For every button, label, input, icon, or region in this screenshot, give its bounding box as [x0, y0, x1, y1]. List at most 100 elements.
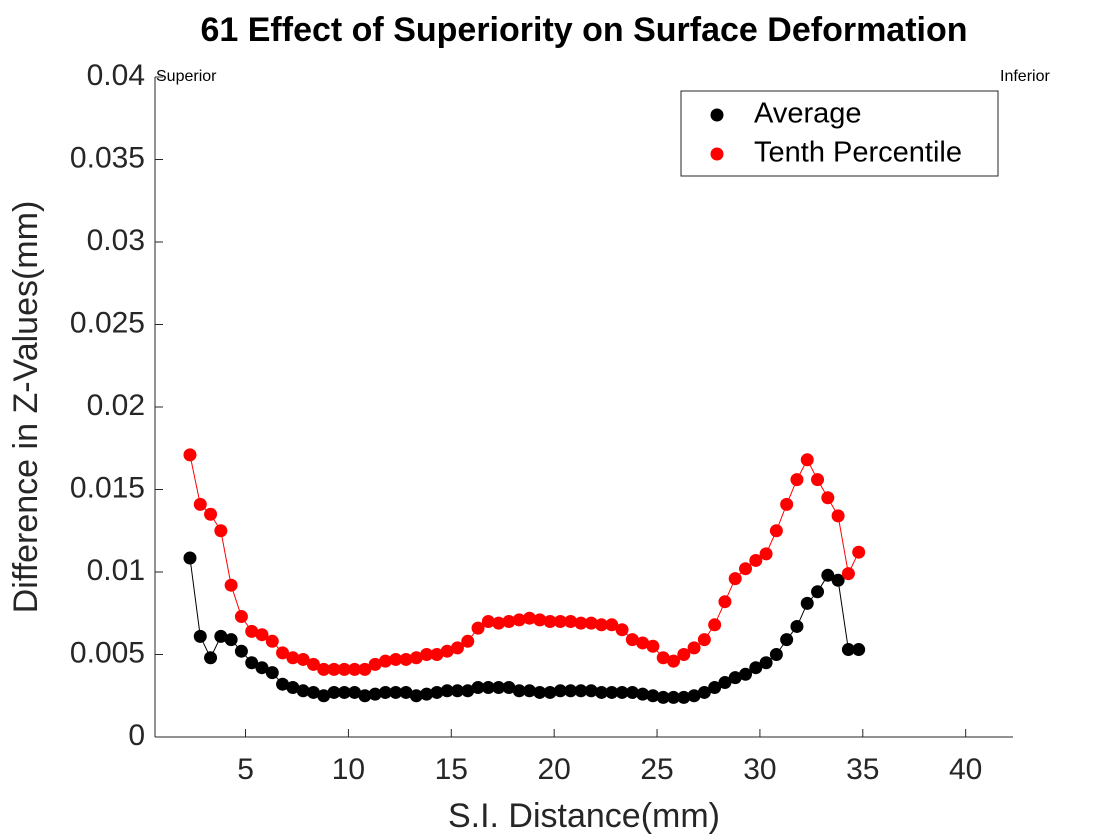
legend-marker: [710, 147, 724, 161]
data-point: [471, 621, 485, 635]
data-point: [399, 652, 413, 666]
data-point: [790, 473, 804, 487]
data-point: [636, 636, 650, 650]
data-point: [461, 634, 475, 648]
y-tick-label: 0.035: [70, 141, 145, 174]
data-point: [553, 684, 567, 698]
data-point: [378, 654, 392, 668]
data-point: [214, 524, 228, 538]
data-point: [646, 689, 660, 703]
data-point: [502, 681, 516, 694]
data-point: [193, 497, 207, 511]
x-axis-label: S.I. Distance(mm): [448, 797, 720, 835]
data-point: [800, 453, 814, 467]
data-point: [276, 677, 290, 691]
x-tick-label: 15: [435, 753, 468, 786]
data-point: [646, 639, 660, 653]
data-point: [358, 662, 372, 676]
data-point: [245, 656, 259, 670]
data-point: [594, 685, 608, 699]
data-point: [296, 652, 310, 666]
x-tick-label: 35: [846, 753, 879, 786]
data-point: [522, 611, 536, 625]
data-point: [687, 641, 701, 655]
y-tick-label: 0: [128, 719, 145, 752]
data-point: [327, 662, 341, 676]
chart-title: 61 Effect of Superiority on Surface Defo…: [200, 11, 967, 49]
y-tick-label: 0.02: [87, 389, 145, 422]
data-point: [852, 643, 866, 657]
data-point: [831, 573, 845, 587]
data-point: [317, 662, 331, 676]
data-point: [255, 661, 269, 675]
data-point: [769, 524, 783, 538]
data-point: [255, 628, 269, 642]
data-point: [481, 615, 495, 628]
data-point: [790, 619, 804, 633]
data-point: [420, 687, 434, 701]
data-point: [656, 690, 670, 704]
data-point: [821, 491, 835, 505]
x-tick-label: 10: [332, 753, 365, 786]
data-point: [769, 648, 783, 661]
x-tick-label: 30: [743, 753, 776, 786]
y-tick-label: 0.03: [87, 224, 145, 257]
data-point: [831, 509, 845, 523]
data-point: [492, 616, 506, 630]
data-point: [368, 657, 382, 671]
x-tick-label: 5: [237, 753, 254, 786]
data-point: [286, 681, 300, 694]
data-point: [317, 689, 331, 703]
data-point: [625, 633, 639, 647]
data-point: [728, 671, 742, 685]
data-point: [409, 651, 423, 665]
data-point: [543, 615, 557, 628]
annotation: Superior: [156, 68, 217, 85]
data-point: [636, 687, 650, 701]
data-point: [718, 595, 732, 609]
data-point: [821, 568, 835, 582]
data-point: [584, 684, 598, 698]
data-point: [780, 633, 794, 647]
y-axis-label: Difference in Z-Values(mm): [7, 201, 45, 614]
data-point: [512, 684, 526, 698]
y-tick-label: 0.01: [87, 554, 145, 587]
data-point: [193, 629, 207, 643]
data-point: [502, 615, 516, 628]
data-point: [276, 646, 290, 660]
data-point: [327, 685, 341, 699]
data-point: [697, 633, 711, 647]
data-point: [739, 562, 753, 576]
data-point: [811, 585, 825, 599]
x-tick-label: 20: [537, 753, 570, 786]
data-point: [492, 681, 506, 694]
data-point: [625, 685, 639, 699]
data-point: [265, 634, 279, 648]
data-point: [605, 618, 619, 632]
data-point: [615, 623, 629, 637]
data-point: [481, 681, 495, 694]
data-point: [708, 681, 722, 694]
data-point: [368, 687, 382, 701]
data-point: [811, 473, 825, 487]
data-point: [389, 652, 403, 666]
data-point: [214, 629, 228, 643]
data-point: [533, 685, 547, 699]
data-point: [265, 666, 279, 680]
legend-box: [680, 90, 999, 177]
series-line: [189, 557, 859, 698]
data-point: [224, 578, 238, 592]
data-point: [553, 615, 567, 628]
data-point: [852, 545, 866, 559]
data-point: [739, 667, 753, 681]
data-point: [224, 633, 238, 647]
data-point: [718, 676, 732, 690]
data-point: [183, 448, 197, 462]
data-point: [728, 572, 742, 586]
data-point: [234, 610, 248, 624]
data-point: [759, 656, 773, 670]
data-point: [584, 616, 598, 630]
y-tick-label: 0.025: [70, 306, 145, 339]
data-point: [533, 613, 547, 627]
